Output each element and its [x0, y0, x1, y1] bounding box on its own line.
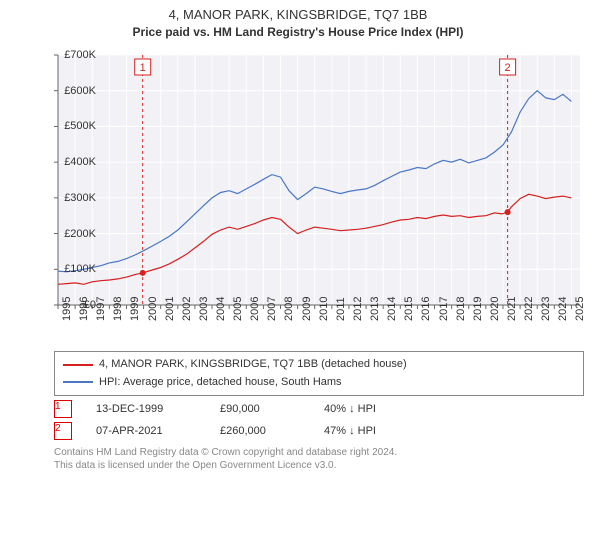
legend-swatch-property — [63, 364, 93, 366]
sale-row-1: 1 13-DEC-1999 £90,000 40% ↓ HPI — [54, 400, 584, 418]
x-tick-label: 1995 — [61, 297, 73, 321]
sale-row-2: 2 07-APR-2021 £260,000 47% ↓ HPI — [54, 422, 584, 440]
sale-dot — [505, 209, 511, 215]
chart-title: 4, MANOR PARK, KINGSBRIDGE, TQ7 1BB — [6, 6, 590, 24]
x-tick-label: 2014 — [386, 297, 398, 321]
svg-text:2: 2 — [505, 62, 511, 74]
x-tick-label: 2020 — [489, 297, 501, 321]
sale-marker-2: 2 — [54, 422, 72, 440]
y-tick-label: £400K — [54, 156, 96, 168]
y-tick-label: £700K — [54, 49, 96, 61]
x-tick-label: 2016 — [420, 297, 432, 321]
x-tick-label: 2002 — [181, 297, 193, 321]
x-tick-label: 2006 — [249, 297, 261, 321]
x-tick-label: 2009 — [301, 297, 313, 321]
sale-dot — [140, 270, 146, 276]
x-tick-label: 1997 — [95, 297, 107, 321]
legend-label-property: 4, MANOR PARK, KINGSBRIDGE, TQ7 1BB (det… — [99, 356, 407, 374]
sale-price-2: £260,000 — [220, 425, 300, 437]
sale-date-2: 07-APR-2021 — [96, 425, 196, 437]
chart-area: £0£100K£200K£300K£400K£500K£600K£700K 12… — [54, 45, 584, 345]
svg-text:1: 1 — [140, 62, 146, 74]
x-tick-label: 2004 — [215, 297, 227, 321]
x-tick-label: 2017 — [438, 297, 450, 321]
x-tick-label: 2003 — [198, 297, 210, 321]
x-tick-label: 2010 — [318, 297, 330, 321]
x-tick-label: 2021 — [506, 297, 518, 321]
x-tick-label: 2023 — [540, 297, 552, 321]
sale-hpi-1: 40% ↓ HPI — [324, 403, 434, 415]
x-tick-label: 2018 — [455, 297, 467, 321]
sale-hpi-2: 47% ↓ HPI — [324, 425, 434, 437]
sale-marker-box: 2 — [500, 59, 516, 75]
chart-subtitle: Price paid vs. HM Land Registry's House … — [6, 24, 590, 41]
x-tick-label: 2008 — [283, 297, 295, 321]
sale-price-1: £90,000 — [220, 403, 300, 415]
legend-label-hpi: HPI: Average price, detached house, Sout… — [99, 374, 342, 392]
x-tick-label: 1999 — [129, 297, 141, 321]
disclaimer: Contains HM Land Registry data © Crown c… — [54, 446, 584, 472]
x-tick-label: 1998 — [112, 297, 124, 321]
x-tick-label: 2011 — [335, 297, 347, 321]
sale-date-1: 13-DEC-1999 — [96, 403, 196, 415]
x-tick-label: 2025 — [574, 297, 586, 321]
x-tick-label: 2024 — [557, 297, 569, 321]
y-tick-label: £600K — [54, 85, 96, 97]
sale-marker-box: 1 — [135, 59, 151, 75]
y-tick-label: £100K — [54, 263, 96, 275]
x-tick-label: 2022 — [523, 297, 535, 321]
y-tick-label: £500K — [54, 120, 96, 132]
legend: 4, MANOR PARK, KINGSBRIDGE, TQ7 1BB (det… — [54, 351, 584, 396]
legend-item-property: 4, MANOR PARK, KINGSBRIDGE, TQ7 1BB (det… — [63, 356, 575, 374]
legend-swatch-hpi — [63, 381, 93, 383]
sale-marker-1: 1 — [54, 400, 72, 418]
x-tick-label: 2007 — [266, 297, 278, 321]
x-tick-label: 1996 — [78, 297, 90, 321]
x-tick-label: 2012 — [352, 297, 364, 321]
x-tick-label: 2005 — [232, 297, 244, 321]
x-tick-label: 2001 — [164, 297, 176, 321]
x-tick-label: 2013 — [369, 297, 381, 321]
x-tick-label: 2019 — [472, 297, 484, 321]
x-tick-label: 2000 — [147, 297, 159, 321]
x-tick-label: 2015 — [403, 297, 415, 321]
y-tick-label: £300K — [54, 192, 96, 204]
y-tick-label: £200K — [54, 228, 96, 240]
legend-item-hpi: HPI: Average price, detached house, Sout… — [63, 374, 575, 392]
